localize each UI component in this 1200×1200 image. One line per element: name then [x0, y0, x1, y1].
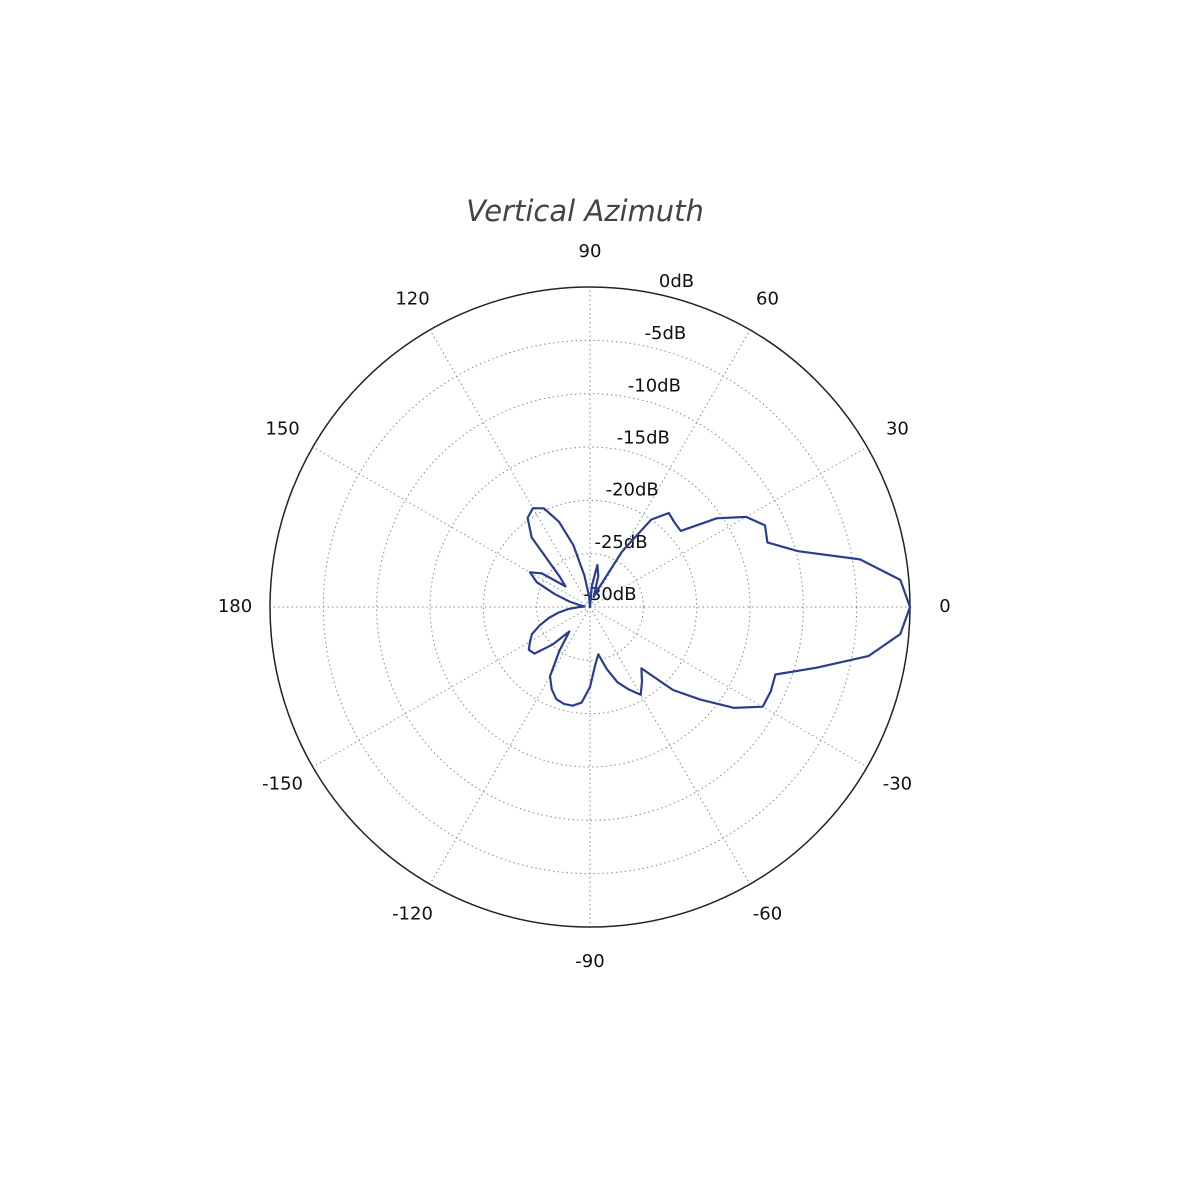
theta-tick-label: -150 [262, 774, 303, 795]
spoke-grid-line [429, 606, 591, 885]
spoke-grid-line [429, 329, 591, 608]
theta-tick-label: 90 [579, 241, 602, 262]
r-tick-label: -15dB [617, 427, 670, 448]
ring-grid-line [536, 553, 644, 661]
spoke-grid-line [589, 446, 868, 608]
r-tick-label: 0dB [659, 271, 694, 292]
theta-tick-label: -90 [575, 951, 604, 972]
r-tick-label: -25dB [594, 532, 647, 553]
ring-grid-line [376, 393, 804, 821]
ring-grid-line [429, 446, 751, 768]
ring-grid-line [322, 339, 858, 875]
theta-tick-label: 150 [265, 419, 299, 440]
r-tick-label: -30dB [583, 584, 636, 605]
r-tick-label: -20dB [606, 480, 659, 501]
theta-tick-label: 120 [395, 289, 429, 310]
theta-tick-label: 0 [939, 596, 950, 617]
ring-grid-line [482, 499, 698, 715]
r-tick-label: -5dB [645, 323, 687, 344]
r-tick-label: -10dB [628, 375, 681, 396]
theta-tick-label: 60 [756, 289, 779, 310]
theta-tick-label: -120 [392, 903, 433, 924]
theta-tick-label: -30 [883, 774, 912, 795]
spoke-grid-line [589, 606, 868, 768]
theta-tick-label: 180 [218, 596, 252, 617]
theta-tick-label: -60 [753, 903, 782, 924]
chart-title: Vertical Azimuth [466, 194, 704, 228]
pattern-line [526, 507, 912, 709]
theta-tick-label: 30 [886, 419, 909, 440]
